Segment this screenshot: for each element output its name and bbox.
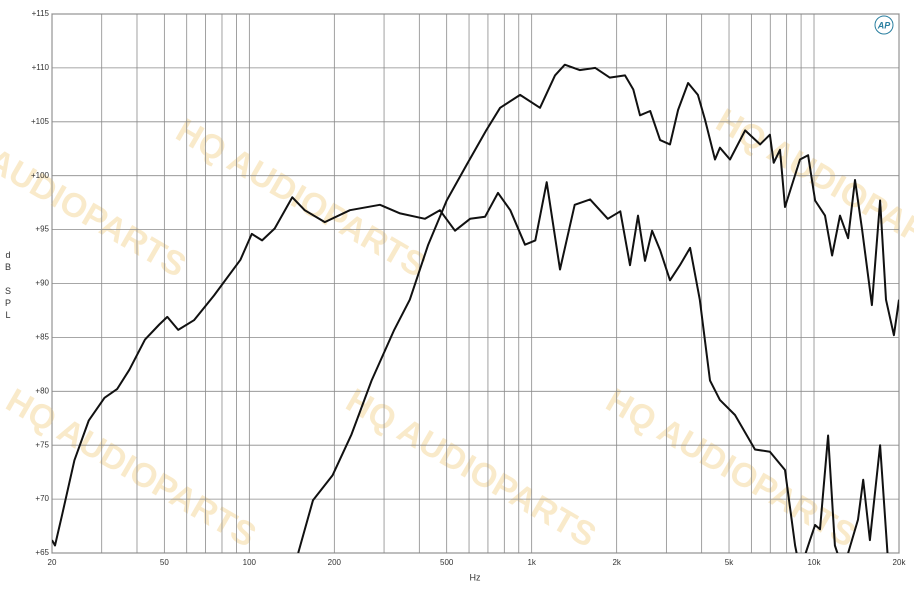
y-tick-label: +115 — [32, 9, 50, 18]
x-tick-label: 50 — [160, 558, 169, 567]
logo: AP — [877, 20, 891, 30]
y-tick-label: +85 — [35, 333, 49, 342]
x-tick-label: 1k — [527, 558, 536, 567]
lines — [52, 63, 899, 553]
x-tick-label: 10k — [808, 558, 822, 567]
y-axis-label: dB SPL — [3, 250, 13, 322]
x-tick-label: 200 — [328, 558, 342, 567]
y-tick-label: +80 — [35, 386, 49, 395]
y-tick-label: +110 — [32, 63, 50, 72]
y-tick-label: +90 — [35, 279, 49, 288]
labels: +65 +70 +75 +80 +85 +90 +95 +100 +105 +110 +115 20 5… — [31, 9, 906, 567]
grid — [51, 13, 900, 554]
y-tick-label: +100 — [31, 171, 50, 180]
y-tick-label: +75 — [35, 440, 49, 449]
y-tick-label: +95 — [35, 225, 49, 234]
x-tick-label: 20k — [893, 558, 907, 567]
y-tick-label: +105 — [31, 117, 50, 126]
x-tick-label: 5k — [725, 558, 734, 567]
series-line — [52, 181, 889, 553]
logo-ring — [874, 15, 894, 35]
y-tick-label: +70 — [35, 494, 49, 503]
x-tick-label: 20 — [48, 558, 57, 567]
x-axis-label: Hz — [470, 572, 481, 582]
series-line — [297, 63, 899, 553]
x-tick-label: 2k — [612, 558, 621, 567]
y-tick-label: +65 — [35, 548, 49, 557]
x-tick-label: 100 — [243, 558, 257, 567]
x-tick-label: 500 — [440, 558, 454, 567]
